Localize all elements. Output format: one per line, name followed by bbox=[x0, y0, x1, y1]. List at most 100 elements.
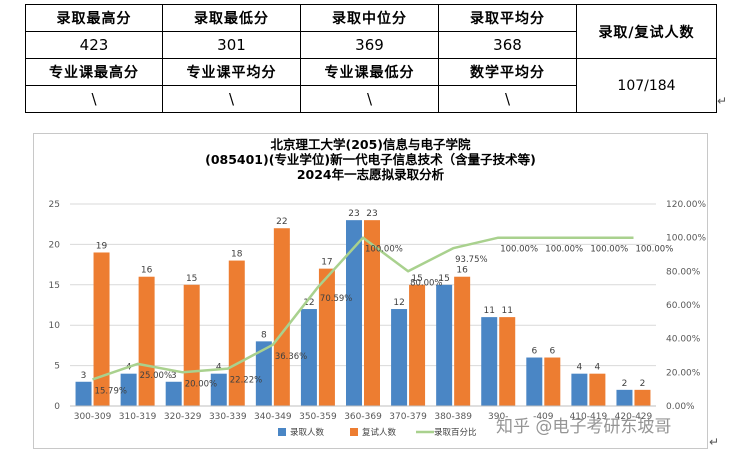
data-label-enrolled: 3 bbox=[81, 371, 87, 381]
legend-label: 录取人数 bbox=[290, 427, 325, 438]
table-row: 录取最高分 录取最低分 录取中位分 录取平均分 录取/复试人数 bbox=[25, 4, 717, 59]
data-label-retest: 6 bbox=[549, 347, 555, 357]
bar-enrolled bbox=[391, 309, 408, 406]
bar-retest bbox=[364, 220, 380, 406]
value-major-max: \ bbox=[25, 85, 163, 113]
x-axis-tick-label: 420-429 bbox=[615, 412, 653, 422]
bar-retest bbox=[454, 276, 471, 406]
data-label-percent: 100.00% bbox=[545, 245, 583, 255]
data-label-enrolled: 2 bbox=[622, 379, 628, 389]
legend-label: 录取百分比 bbox=[434, 427, 477, 438]
bar-enrolled bbox=[526, 357, 543, 406]
bar-enrolled bbox=[210, 373, 227, 406]
data-label-enrolled: 6 bbox=[531, 347, 537, 357]
data-label-enrolled: 3 bbox=[171, 371, 177, 381]
bar-enrolled bbox=[165, 381, 182, 406]
header-average-score: 录取平均分 bbox=[438, 4, 577, 32]
value-major-avg: \ bbox=[162, 85, 301, 113]
bar-retest bbox=[93, 252, 110, 406]
right-axis-tick-label: 60.00% bbox=[666, 301, 701, 311]
header-math-avg: 数学平均分 bbox=[438, 58, 577, 86]
bar-enrolled bbox=[75, 381, 92, 406]
admission-stats-table: 录取最高分 录取最低分 录取中位分 录取平均分 录取/复试人数 423 301 … bbox=[25, 4, 717, 113]
data-label-retest: 15 bbox=[186, 274, 197, 284]
chart-container: 北京理工大学(205)信息与电子学院 (085401)(专业学位)新一代电子信息… bbox=[33, 133, 708, 449]
right-axis-tick-label: 40.00% bbox=[666, 335, 701, 345]
data-label-percent: 80.00% bbox=[410, 278, 442, 288]
x-axis-tick-label: 330-339 bbox=[209, 412, 247, 422]
bar-retest bbox=[589, 373, 606, 406]
right-axis-tick-label: 20.00% bbox=[666, 368, 701, 378]
header-major-min: 专业课最低分 bbox=[300, 58, 439, 86]
bar-retest bbox=[634, 389, 651, 406]
bar-enrolled bbox=[436, 284, 453, 406]
value-major-min: \ bbox=[300, 85, 439, 113]
value-ratio: 107/184 bbox=[576, 58, 717, 113]
table-row: \ \ \ \ bbox=[25, 85, 717, 113]
data-label-retest: 2 bbox=[640, 379, 646, 389]
x-axis-tick-label: 340-349 bbox=[254, 412, 292, 422]
data-label-retest: 15 bbox=[411, 274, 422, 284]
table-row: 423 301 369 368 bbox=[25, 31, 717, 59]
data-label-retest: 17 bbox=[321, 258, 332, 268]
x-axis-tick-label: 370-379 bbox=[389, 412, 427, 422]
bar-retest bbox=[183, 284, 200, 406]
admission-chart: 05101520250.00%20.00%40.00%60.00%80.00%1… bbox=[49, 200, 707, 438]
bar-enrolled bbox=[120, 373, 137, 406]
x-axis-tick-label: 360-369 bbox=[344, 412, 382, 422]
right-axis-tick-label: 80.00% bbox=[666, 267, 701, 277]
data-label-enrolled: 4 bbox=[216, 363, 222, 373]
data-label-percent: 100.00% bbox=[365, 245, 403, 255]
header-major-max: 专业课最高分 bbox=[25, 58, 163, 86]
bar-retest bbox=[138, 276, 155, 406]
x-axis-tick-label: 320-329 bbox=[164, 412, 202, 422]
watermark: 知乎 @电子考研东坡哥 bbox=[496, 417, 672, 437]
data-label-enrolled: 15 bbox=[438, 274, 449, 284]
data-label-enrolled: 8 bbox=[261, 330, 267, 340]
data-label-retest: 11 bbox=[502, 306, 513, 316]
data-label-enrolled: 4 bbox=[577, 363, 583, 373]
data-label-retest: 16 bbox=[456, 266, 468, 276]
x-axis-tick-label: 300-309 bbox=[74, 412, 112, 422]
bar-retest bbox=[273, 228, 290, 406]
header-ratio: 录取/复试人数 bbox=[576, 4, 717, 59]
table-row: 专业课最高分 专业课平均分 专业课最低分 数学平均分 107/184 bbox=[25, 58, 717, 113]
data-label-percent: 20.00% bbox=[185, 379, 217, 389]
paragraph-mark: ↵ bbox=[717, 94, 728, 108]
legend-swatch bbox=[278, 428, 286, 436]
data-label-enrolled: 12 bbox=[303, 298, 314, 308]
left-axis-tick-label: 5 bbox=[54, 362, 60, 372]
legend-swatch bbox=[350, 428, 358, 436]
paragraph-mark: ↵ bbox=[709, 435, 720, 449]
header-min-score: 录取最低分 bbox=[162, 4, 301, 32]
x-axis-tick-label: 390- bbox=[488, 412, 508, 422]
data-label-enrolled: 11 bbox=[484, 306, 495, 316]
data-label-enrolled: 12 bbox=[393, 298, 404, 308]
chart-title-line-2: (085401)(专业学位)新一代电子信息技术（含量子技术等) bbox=[205, 152, 536, 167]
value-math-avg: \ bbox=[438, 85, 577, 113]
data-label-retest: 22 bbox=[276, 217, 287, 227]
left-axis-tick-label: 20 bbox=[49, 240, 61, 250]
header-median-score: 录取中位分 bbox=[300, 4, 439, 32]
data-label-percent: 22.22% bbox=[230, 376, 262, 386]
data-label-percent: 100.00% bbox=[500, 245, 538, 255]
data-label-retest: 18 bbox=[231, 250, 243, 260]
bar-enrolled bbox=[616, 389, 633, 406]
data-label-percent: 15.79% bbox=[95, 386, 127, 396]
chart-title-line-3: 2024年一志愿拟录取分析 bbox=[296, 167, 445, 182]
header-major-avg: 专业课平均分 bbox=[162, 58, 301, 86]
bar-retest bbox=[228, 260, 245, 406]
legend-label: 复试人数 bbox=[362, 427, 397, 438]
bar-retest bbox=[318, 268, 335, 406]
bar-enrolled bbox=[481, 317, 498, 406]
data-label-percent: 25.00% bbox=[140, 371, 172, 381]
value-max-score: 423 bbox=[25, 31, 163, 59]
data-label-retest: 16 bbox=[141, 266, 153, 276]
chart-title-line-1: 北京理工大学(205)信息与电子学院 bbox=[270, 137, 471, 152]
x-axis-tick-label: 350-359 bbox=[299, 412, 337, 422]
right-axis-tick-label: 100.00% bbox=[666, 234, 706, 244]
data-label-percent: 70.59% bbox=[320, 294, 352, 304]
right-axis-tick-label: 0.00% bbox=[666, 402, 695, 412]
x-axis-tick-label: -409 bbox=[533, 412, 554, 422]
data-label-percent: 100.00% bbox=[590, 245, 628, 255]
